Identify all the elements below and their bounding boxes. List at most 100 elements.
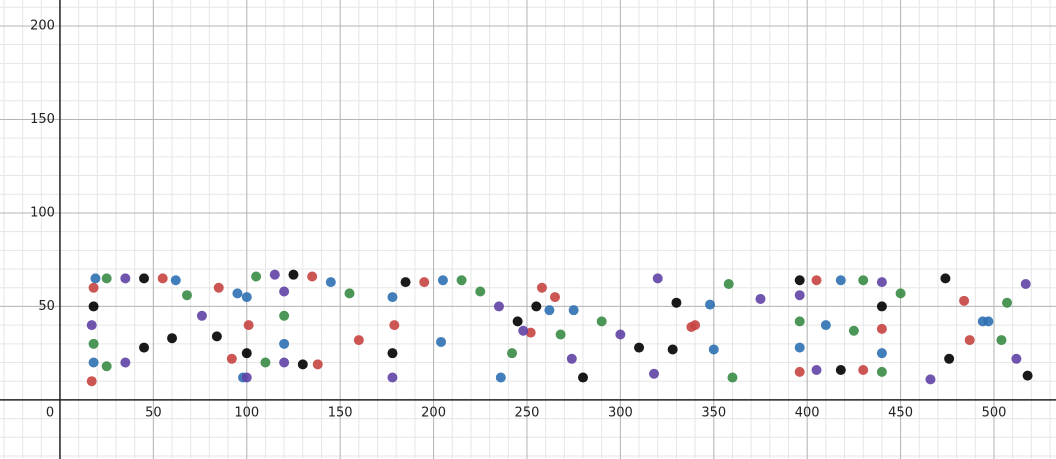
point bbox=[269, 269, 280, 280]
point bbox=[288, 269, 299, 280]
point bbox=[615, 329, 626, 340]
point bbox=[876, 301, 887, 312]
point bbox=[120, 273, 131, 284]
point bbox=[518, 325, 529, 336]
point bbox=[139, 273, 150, 284]
point bbox=[820, 320, 831, 331]
series bbox=[86, 269, 1031, 385]
point bbox=[708, 344, 719, 355]
point bbox=[648, 368, 659, 379]
point bbox=[493, 301, 504, 312]
x-tick-label: 0 bbox=[46, 405, 54, 420]
point bbox=[727, 372, 738, 383]
point bbox=[652, 273, 663, 284]
point bbox=[419, 277, 430, 288]
x-tick-label: 400 bbox=[795, 405, 820, 420]
point bbox=[157, 273, 168, 284]
series bbox=[86, 271, 975, 387]
point bbox=[101, 361, 112, 372]
point bbox=[279, 357, 290, 368]
point bbox=[1011, 353, 1022, 364]
point bbox=[944, 353, 955, 364]
point bbox=[196, 310, 207, 321]
point bbox=[495, 372, 506, 383]
x-tick-label: 150 bbox=[328, 405, 353, 420]
point bbox=[170, 275, 181, 286]
point bbox=[512, 316, 523, 327]
point bbox=[86, 376, 97, 387]
point bbox=[848, 325, 859, 336]
point bbox=[705, 299, 716, 310]
point bbox=[876, 348, 887, 359]
point bbox=[723, 279, 734, 290]
point bbox=[88, 301, 99, 312]
point bbox=[213, 282, 224, 293]
point bbox=[243, 320, 254, 331]
point bbox=[977, 316, 988, 327]
point bbox=[437, 275, 448, 286]
point bbox=[555, 329, 566, 340]
x-tick-label: 300 bbox=[608, 405, 633, 420]
point bbox=[387, 292, 398, 303]
point bbox=[344, 288, 355, 299]
point bbox=[279, 310, 290, 321]
point bbox=[794, 342, 805, 353]
point bbox=[88, 282, 99, 293]
point bbox=[260, 357, 271, 368]
point bbox=[507, 348, 518, 359]
point bbox=[279, 338, 290, 349]
y-tick-label: 50 bbox=[38, 299, 55, 314]
point bbox=[996, 335, 1007, 346]
point bbox=[925, 374, 936, 385]
point bbox=[88, 338, 99, 349]
point bbox=[279, 286, 290, 297]
point bbox=[475, 286, 486, 297]
point bbox=[1020, 279, 1031, 290]
point bbox=[568, 305, 579, 316]
point bbox=[525, 327, 536, 338]
point bbox=[835, 365, 846, 376]
point bbox=[876, 277, 887, 288]
point bbox=[120, 357, 131, 368]
point bbox=[667, 344, 678, 355]
point bbox=[232, 288, 243, 299]
y-tick-label: 100 bbox=[30, 205, 55, 220]
point bbox=[596, 316, 607, 327]
point bbox=[634, 342, 645, 353]
point bbox=[964, 335, 975, 346]
x-tick-label: 50 bbox=[145, 405, 162, 420]
point bbox=[226, 353, 237, 364]
point bbox=[895, 288, 906, 299]
point bbox=[211, 331, 222, 342]
point bbox=[181, 290, 192, 301]
point bbox=[436, 336, 447, 347]
x-tick-label: 100 bbox=[234, 405, 259, 420]
point bbox=[312, 359, 323, 370]
point bbox=[566, 353, 577, 364]
point bbox=[794, 316, 805, 327]
point bbox=[251, 271, 262, 282]
point bbox=[456, 275, 467, 286]
point bbox=[353, 335, 364, 346]
point bbox=[101, 273, 112, 284]
point bbox=[876, 323, 887, 334]
point bbox=[536, 282, 547, 293]
point bbox=[325, 277, 336, 288]
point bbox=[387, 348, 398, 359]
point bbox=[755, 293, 766, 304]
point bbox=[858, 365, 869, 376]
point bbox=[811, 365, 822, 376]
point bbox=[671, 297, 682, 308]
point bbox=[690, 320, 701, 331]
x-tick-label: 250 bbox=[515, 405, 540, 420]
point bbox=[400, 277, 411, 288]
y-tick-label: 150 bbox=[30, 112, 55, 127]
point bbox=[876, 366, 887, 377]
point bbox=[1002, 297, 1013, 308]
point bbox=[241, 292, 252, 303]
point bbox=[794, 366, 805, 377]
point bbox=[297, 359, 308, 370]
point bbox=[167, 333, 178, 344]
